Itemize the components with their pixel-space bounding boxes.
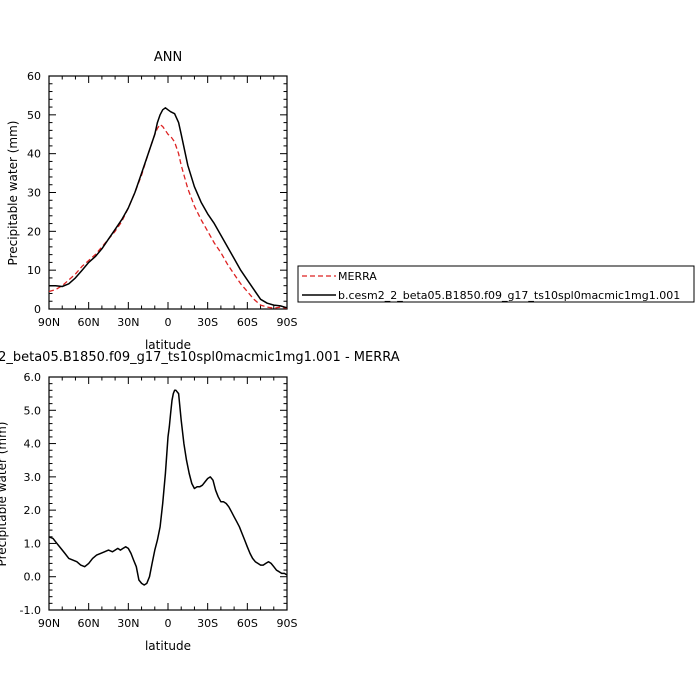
chart-1-series-line-1 [49,107,288,309]
chart-1-x-axis-label: latitude [145,338,191,352]
chart-2-x-tick-labels: 90N 60N 30N 0 30S 60S 90S [38,617,298,630]
x-tick-label: 30N [117,617,139,630]
chart-1-series [48,107,288,309]
y-tick-label: 40 [27,148,41,161]
chart-2-ticks [48,376,288,611]
chart-2-series-line-0 [48,389,288,586]
y-tick-label: 0 [34,303,41,316]
x-tick-label: 90S [277,617,298,630]
chart-2-title: b.cesm2_2_beta05.B1850.f09_g17_ts10spl0m… [0,350,400,365]
y-tick-label: -1.0 [20,604,41,617]
y-tick-label: 6.0 [24,371,42,384]
y-tick-label: 10 [27,264,41,277]
chart-1-x-tick-labels: 90N 60N 30N 0 30S 60S 90S [38,316,298,329]
y-tick-label: 3.0 [24,471,42,484]
chart-2-y-tick-labels: -1.0 0.0 1.0 2.0 3.0 4.0 5.0 6.0 [20,371,41,617]
chart-1-y-axis-label: Precipitable water (mm) [6,121,20,266]
legend-label-model: b.cesm2_2_beta05.B1850.f09_g17_ts10spl0m… [338,289,680,302]
y-tick-label: 2.0 [24,504,42,517]
y-tick-label: 5.0 [24,404,42,417]
y-tick-label: 1.0 [24,537,42,550]
chart-1-plot-frame [48,75,288,310]
y-tick-label: 4.0 [24,438,42,451]
x-tick-label: 0 [165,316,172,329]
x-tick-label: 90N [38,617,60,630]
y-tick-label: 30 [27,187,41,200]
chart-2: b.cesm2_2_beta05.B1850.f09_g17_ts10spl0m… [0,350,400,653]
x-tick-label: 60N [78,316,100,329]
x-tick-label: 60S [237,617,258,630]
x-tick-label: 0 [165,617,172,630]
chart-1-legend: MERRA b.cesm2_2_beta05.B1850.f09_g17_ts1… [297,265,695,303]
x-tick-label: 60N [78,617,100,630]
x-tick-label: 30S [197,617,218,630]
x-tick-label: 30N [117,316,139,329]
chart-1-series-line-0 [48,123,288,309]
chart-1-title: ANN [154,50,182,65]
chart-1: ANN 90N 60N 30N 0 30S 60S 90S 0 10 20 30 40 50 60 la… [6,50,695,352]
chart-2-plot-frame [48,376,288,611]
y-tick-label: 20 [27,225,41,238]
chart-1-ticks [48,75,288,310]
chart-2-series [48,389,288,586]
legend-label-merra: MERRA [338,270,377,283]
y-tick-label: 50 [27,109,41,122]
y-tick-label: 0.0 [24,571,42,584]
x-tick-label: 90N [38,316,60,329]
x-tick-label: 60S [237,316,258,329]
legend-box [297,265,695,303]
chart-2-y-axis-label: Precipitable water (mm) [0,422,9,567]
chart-2-x-axis-label: latitude [145,639,191,653]
x-tick-label: 30S [197,316,218,329]
y-tick-label: 60 [27,70,41,83]
x-tick-label: 90S [277,316,298,329]
chart-1-y-tick-labels: 0 10 20 30 40 50 60 [27,70,41,316]
